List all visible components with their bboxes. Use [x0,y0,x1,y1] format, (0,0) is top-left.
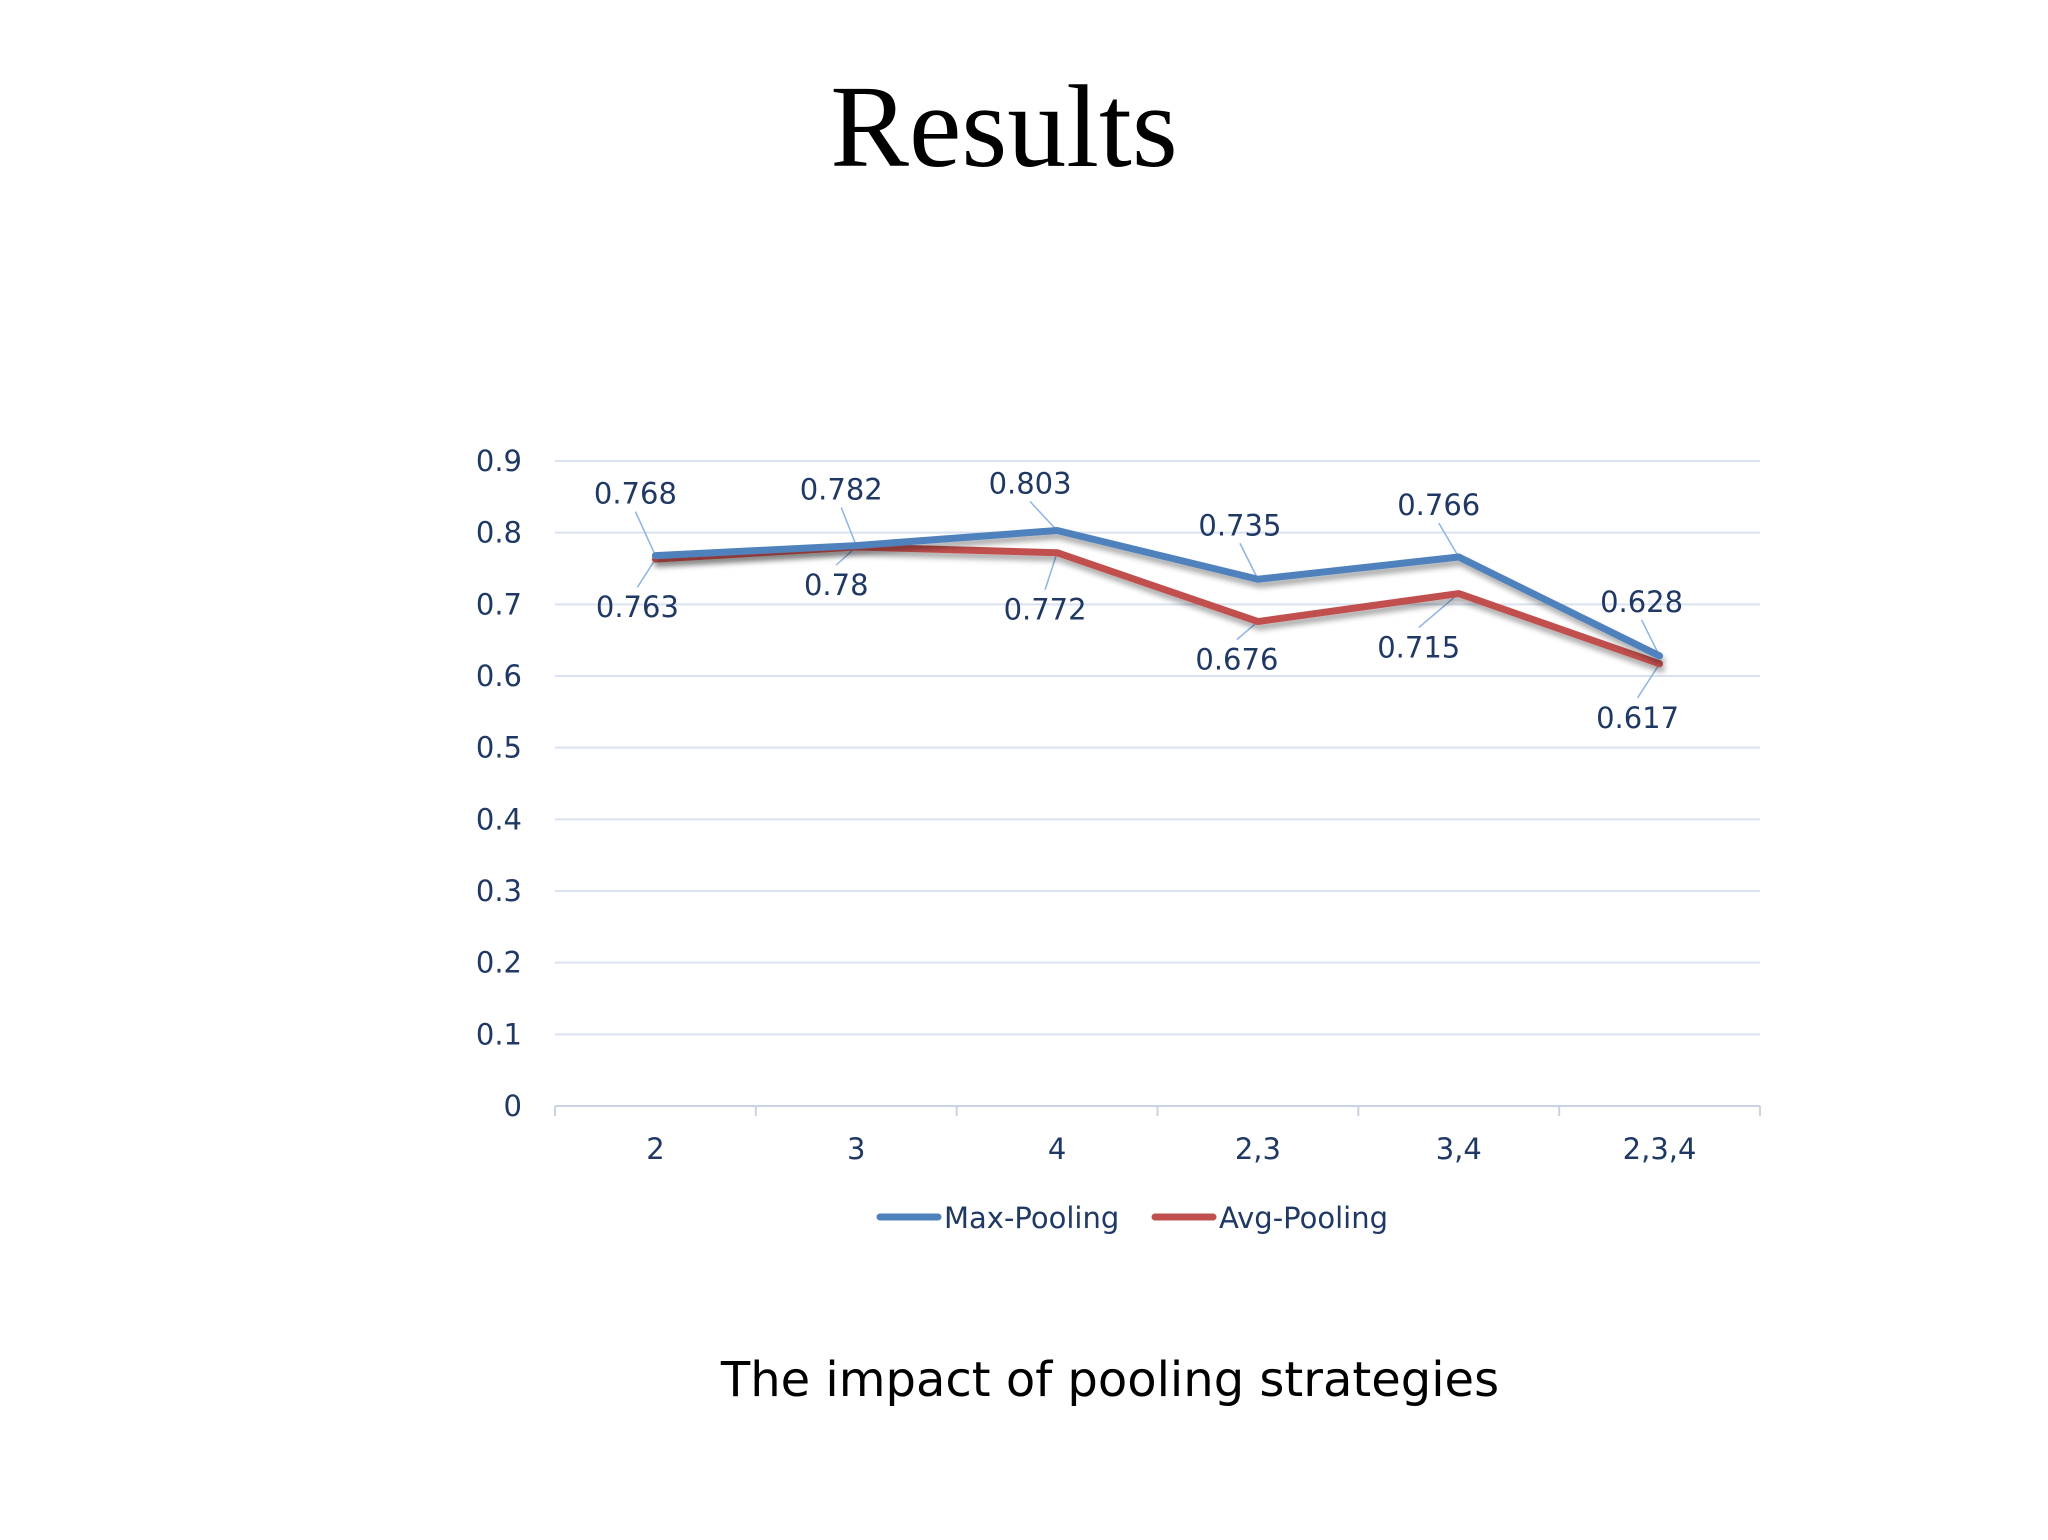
data-label-leader [1438,522,1460,558]
data-label-leader [840,507,857,546]
legend: Max-Pooling Avg-Pooling [876,1201,1388,1235]
y-tick-label: 0.1 [476,1017,522,1051]
series-line-max-pooling [651,527,1664,660]
x-tick-label: 2,3,4 [1623,1132,1697,1166]
x-tick-label: 4 [1048,1132,1066,1166]
data-label-leader [1029,501,1058,532]
data-label-leader-lines [634,501,1661,699]
y-tick-label: 0 [504,1089,522,1123]
data-labels: 0.768 0.782 0.803 0.735 0.766 0.628 0.763 0.78 0… [594,467,1683,735]
data-label-leader [1640,619,1661,657]
legend-label: Max-Pooling [944,1201,1119,1235]
slide-title: Results [830,61,1178,192]
data-label: 0.628 [1600,585,1683,619]
grid-lines [555,460,1760,1036]
y-tick-label: 0.2 [476,946,522,980]
data-label: 0.772 [1004,593,1087,627]
x-tick-label: 2 [646,1132,664,1166]
data-label: 0.803 [989,467,1072,501]
data-label-leader [636,558,657,588]
x-tick-label: 3,4 [1436,1132,1482,1166]
y-tick-label: 0.7 [476,587,522,621]
y-tick-label: 0.6 [476,659,522,693]
data-label: 0.617 [1596,701,1679,735]
data-label: 0.735 [1198,508,1281,542]
x-tick-label: 2,3 [1235,1132,1281,1166]
data-label: 0.676 [1195,643,1278,677]
data-label: 0.782 [800,473,883,507]
data-label-leader [1418,593,1460,629]
data-label-leader [1236,620,1259,641]
series-line-avg-pooling [651,543,1664,668]
y-tick-label: 0.5 [476,731,522,765]
data-label: 0.78 [804,568,869,602]
legend-label: Avg-Pooling [1219,1201,1388,1235]
chart-caption: The impact of pooling strategies [720,1352,1500,1408]
y-tick-label: 0.8 [476,516,522,550]
data-label: 0.763 [596,590,679,624]
data-label: 0.766 [1397,488,1480,522]
data-label: 0.768 [594,477,677,511]
data-label-leader [1239,542,1259,580]
data-label-leader [1636,663,1661,699]
x-tick-label: 3 [847,1132,865,1166]
x-axis-tick-labels: 2 3 4 2,3 3,4 2,3,4 [646,1132,1696,1166]
data-label: 0.715 [1377,631,1460,665]
data-label-leader [1044,552,1058,590]
y-tick-label: 0.4 [476,802,522,836]
y-axis-tick-labels: 0 0.1 0.2 0.3 0.4 0.5 0.6 0.7 0.8 0.9 [476,444,522,1123]
series-lines [651,527,1664,668]
y-tick-label: 0.3 [476,874,522,908]
data-label-leader [634,511,657,556]
y-tick-label: 0.9 [476,444,522,478]
x-axis [554,1105,1761,1116]
